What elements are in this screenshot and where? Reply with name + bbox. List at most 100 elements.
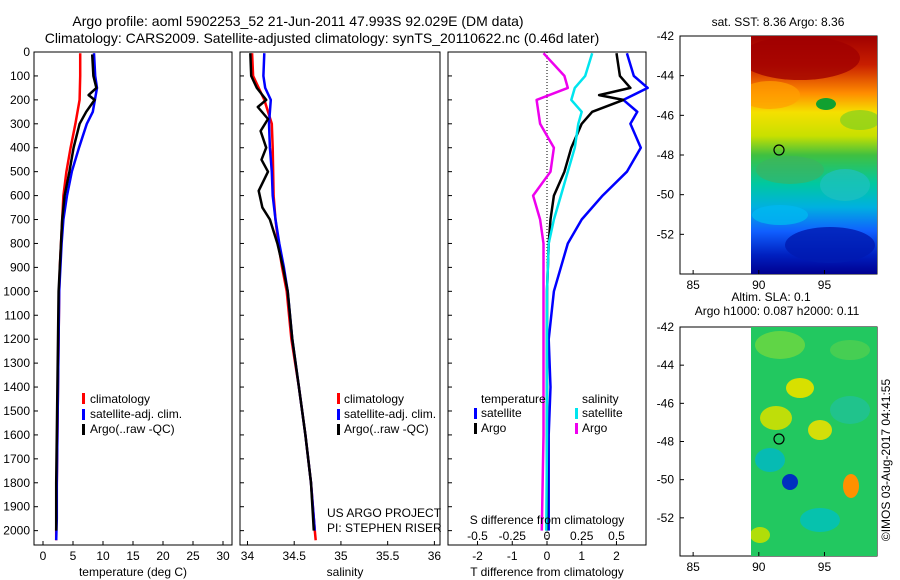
depth-tick-label: 1700	[3, 452, 30, 466]
map-x-tick-label: 90	[752, 560, 766, 574]
x-tick-label: 35.5	[376, 549, 400, 563]
s-tick-label: 0.5	[608, 529, 625, 543]
s-tick-label: 0.25	[570, 529, 594, 543]
depth-tick-labels: 0 100 200 300 400 500 600 700 800 900 1000 1100 1200…	[3, 45, 30, 538]
map-y-tick-label: -50	[657, 473, 675, 487]
legend-argo: Argo(..raw -QC)	[344, 422, 429, 436]
series-line	[545, 53, 632, 531]
depth-tick-label: 1200	[3, 332, 30, 346]
x-tick-label: 0	[544, 549, 551, 563]
depth-tick-label: 1900	[3, 500, 30, 514]
map-y-tick-label: -42	[657, 320, 675, 334]
salinity-axes	[239, 51, 441, 546]
salinity-xlabel: salinity	[327, 565, 364, 579]
series-line	[54, 53, 99, 541]
series-line	[250, 53, 317, 541]
depth-tick-label: 500	[10, 165, 30, 179]
sla-argo-marker	[773, 433, 785, 445]
salinity-legend: climatology satellite-adj. clim. Argo(..…	[337, 392, 436, 436]
map-x-tick-label: 85	[686, 560, 700, 574]
depth-tick-label: 400	[10, 141, 30, 155]
sla-map-title: Altim. SLA: 0.1	[731, 290, 811, 304]
temperature-plot: 0 5 10 15 20 25 30	[34, 51, 230, 563]
map-x-tick-label: 90	[752, 278, 766, 292]
legend-temperature-title: temperature	[481, 392, 546, 406]
project-label: US ARGO PROJECT	[327, 506, 442, 520]
x-tick-label: 1	[578, 549, 585, 563]
x-tick-label: 35	[334, 549, 348, 563]
sst-argo-marker	[773, 144, 785, 156]
series-line	[54, 54, 98, 531]
x-tick-label: 5	[70, 549, 77, 563]
sla-map-subtitle: Argo h1000: 0.087 h2000: 0.11	[695, 304, 860, 318]
difference-legend: temperature salinity satellite Argo sate…	[474, 392, 623, 435]
x-tick-label: 34.5	[283, 549, 307, 563]
map-y-tick-label: -50	[657, 188, 675, 202]
title-line-2: Climatology: CARS2009. Satellite-adjuste…	[45, 30, 600, 46]
depth-tick-label: 600	[10, 189, 30, 203]
s-tick-label: 0	[544, 529, 551, 543]
sst-map-ticks: -42 -44 -46 -48 -50 -52 85 90 95	[657, 29, 832, 292]
title-line-1: Argo profile: aoml 5902253_52 21-Jun-201…	[72, 13, 523, 29]
difference-xlabel-top: S difference from climatology	[470, 513, 625, 527]
series-line	[547, 52, 649, 531]
map-x-tick-label: 85	[686, 278, 700, 292]
pi-label: PI: STEPHEN RISER	[327, 521, 442, 535]
map-y-tick-label: -48	[657, 148, 675, 162]
depth-tick-label: 200	[10, 93, 30, 107]
depth-tick-label: 1600	[3, 428, 30, 442]
sla-map-ticks: -42 -44 -46 -48 -50 -52 85 90 95	[657, 320, 832, 574]
x-tick-label: 2	[613, 549, 620, 563]
s-tick-label: -0.5	[467, 529, 488, 543]
map-y-tick-label: -44	[657, 358, 675, 372]
legend-salinity-title: salinity	[582, 392, 619, 406]
depth-tick-label: 1300	[3, 356, 30, 370]
x-tick-label: 25	[186, 549, 200, 563]
x-tick-label: 20	[156, 549, 170, 563]
map-y-tick-label: -52	[657, 227, 675, 241]
depth-tick-label: 800	[10, 236, 30, 250]
depth-tick-label: 100	[10, 69, 30, 83]
map-y-tick-label: -52	[657, 511, 675, 525]
map-x-tick-label: 95	[818, 278, 832, 292]
depth-tick-label: 700	[10, 213, 30, 227]
depth-tick-label: 1500	[3, 404, 30, 418]
legend-s-argo: Argo	[582, 421, 608, 435]
x-tick-label: 0	[40, 549, 47, 563]
sla-heatmap	[751, 327, 877, 556]
legend-satellite: satellite-adj. clim.	[90, 407, 182, 421]
depth-tick-label: 1000	[3, 284, 30, 298]
x-tick-label: 15	[126, 549, 140, 563]
salinity-plot: 34 34.5 35 35.5 36	[240, 51, 442, 563]
legend-climatology: climatology	[90, 392, 150, 406]
legend-satellite: satellite-adj. clim.	[344, 407, 436, 421]
map-y-tick-label: -44	[657, 69, 675, 83]
legend-s-satellite: satellite	[582, 406, 623, 420]
map-y-tick-label: -46	[657, 108, 675, 122]
temperature-xlabel: temperature (deg C)	[79, 565, 187, 579]
map-y-tick-label: -42	[657, 29, 675, 43]
map-y-tick-label: -46	[657, 396, 675, 410]
map-y-tick-label: -48	[657, 435, 675, 449]
x-tick-label: 30	[216, 549, 230, 563]
x-tick-label: 34	[241, 549, 255, 563]
legend-climatology: climatology	[344, 392, 404, 406]
temperature-axes	[33, 51, 233, 546]
sst-heatmap	[751, 36, 877, 274]
x-tick-label: -2	[472, 549, 483, 563]
depth-tick-label: 1400	[3, 380, 30, 394]
depth-tick-label: 900	[10, 260, 30, 274]
x-tick-label: 36	[428, 549, 442, 563]
depth-tick-label: 2000	[3, 524, 30, 538]
series-line	[545, 52, 594, 531]
x-tick-label: -1	[507, 549, 518, 563]
temperature-legend: climatology satellite-adj. clim. Argo(..…	[82, 392, 182, 436]
series-line	[531, 52, 570, 531]
difference-plot: -2 -1 0 1 2 -0.5 -0.25 0 0.25 0.5	[448, 51, 649, 563]
s-tick-label: -0.25	[499, 529, 527, 543]
legend-t-satellite: satellite	[481, 406, 522, 420]
map-x-tick-label: 95	[818, 560, 832, 574]
sst-map-title: sat. SST: 8.36 Argo: 8.36	[712, 15, 845, 29]
